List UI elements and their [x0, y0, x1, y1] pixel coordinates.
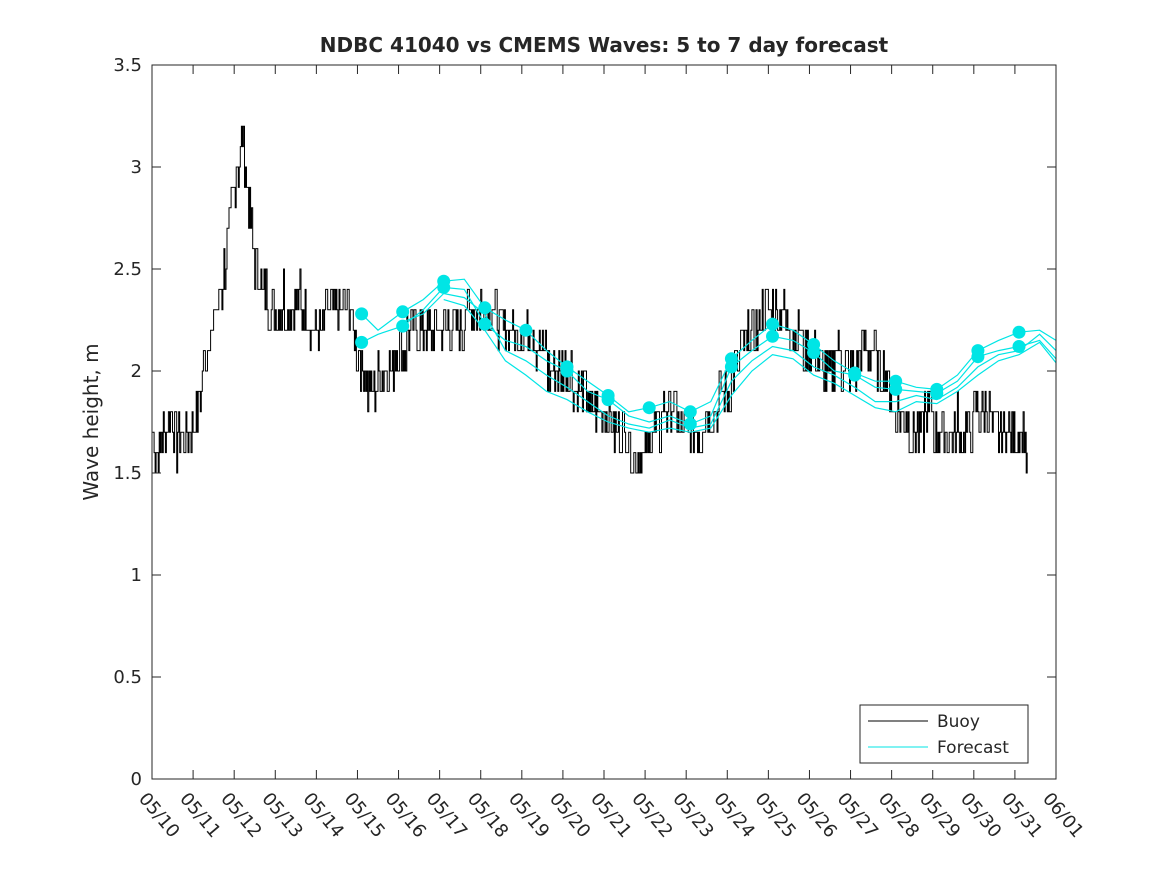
x-tick-label: 05/25 [751, 789, 800, 842]
forecast-marker [478, 317, 492, 331]
x-tick-label: 05/31 [997, 789, 1046, 842]
y-axis-ticks: 0 0.5 1 1.5 2 2.5 3 3.5 [113, 55, 1056, 790]
x-tick-label: 05/26 [792, 789, 841, 842]
forecast-marker [560, 364, 574, 378]
forecast-line [361, 278, 1057, 413]
x-tick-label: 05/19 [504, 789, 553, 842]
y-tick-label: 2 [131, 361, 142, 382]
plot-background [152, 65, 1056, 779]
forecast-marker [766, 317, 779, 331]
x-tick-label: 05/27 [833, 789, 882, 842]
forecast-marker [437, 280, 451, 294]
x-tick-label: 05/30 [956, 789, 1005, 842]
forecast-marker [355, 335, 369, 349]
y-tick-label: 0.5 [113, 667, 142, 688]
forecast-marker [642, 401, 656, 415]
y-tick-label: 0 [131, 769, 142, 790]
forecast-marker [519, 323, 533, 337]
x-tick-label: 05/28 [874, 789, 923, 842]
forecast-marker [396, 319, 410, 333]
x-tick-label: 05/16 [381, 789, 430, 842]
legend-forecast-label: Forecast [937, 738, 1009, 758]
y-axis-label: Wave height, m [79, 343, 103, 500]
x-tick-label: 05/29 [915, 789, 964, 842]
forecast-marker [683, 417, 697, 431]
forecast-line [443, 299, 1057, 433]
x-tick-label: 05/22 [627, 789, 676, 842]
y-tick-label: 1.5 [113, 463, 142, 484]
forecast-marker [766, 329, 779, 343]
x-tick-label: 05/11 [175, 789, 224, 842]
forecast-marker [971, 350, 985, 364]
chart-title: NDBC 41040 vs CMEMS Waves: 5 to 7 day fo… [320, 33, 889, 57]
x-tick-label: 05/15 [340, 789, 389, 842]
x-tick-label: 05/12 [216, 789, 265, 842]
forecast-series-layer [361, 278, 1057, 433]
legend-box [859, 704, 1029, 764]
forecast-marker [848, 368, 862, 382]
forecast-marker [1012, 340, 1026, 353]
forecast-marker [1012, 325, 1026, 339]
y-tick-label: 3.5 [113, 55, 142, 76]
x-tick-label: 05/20 [545, 789, 594, 842]
forecast-marker [478, 301, 492, 315]
forecast-marker [724, 360, 738, 374]
forecast-marker [396, 305, 410, 319]
x-tick-label: 05/24 [709, 789, 758, 842]
x-tick-label: 05/13 [257, 789, 306, 842]
legend-buoy-label: Buoy [937, 712, 980, 732]
forecast-marker [683, 405, 697, 419]
forecast-line [402, 292, 1057, 429]
legend: Buoy Forecast [859, 704, 1029, 764]
forecast-marker [807, 346, 821, 360]
forecast-line [361, 286, 1057, 425]
y-tick-label: 2.5 [113, 259, 142, 280]
x-tick-label: 05/21 [586, 789, 635, 842]
y-tick-label: 1 [131, 565, 142, 586]
forecast-marker [889, 382, 903, 396]
x-tick-label: 05/17 [422, 789, 471, 842]
forecast-marker-layer [355, 274, 1026, 431]
x-tick-label: 05/14 [299, 789, 348, 842]
x-tick-label: 05/23 [668, 789, 717, 842]
x-tick-label: 05/18 [463, 789, 512, 842]
forecast-marker [930, 386, 944, 400]
x-tick-label: 06/01 [1038, 789, 1087, 842]
x-tick-label: 05/10 [134, 789, 183, 842]
forecast-marker [355, 307, 369, 321]
forecast-marker [601, 393, 615, 407]
y-tick-label: 3 [131, 157, 142, 178]
